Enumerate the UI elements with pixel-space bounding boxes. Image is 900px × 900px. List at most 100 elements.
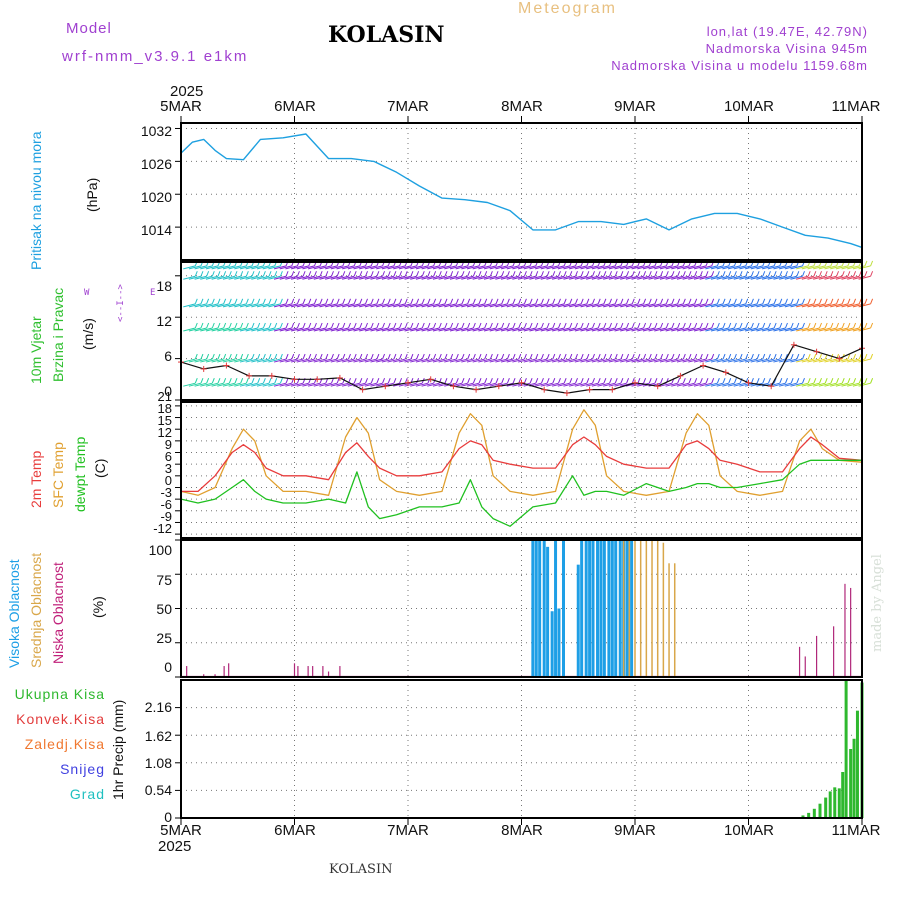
wind-barb <box>461 327 474 332</box>
wind-barb <box>801 327 814 332</box>
wind-barb <box>671 358 684 363</box>
wind-barb <box>415 275 429 280</box>
wind-barb-feather <box>240 353 244 360</box>
wind-barb <box>438 358 451 363</box>
wind-barb-feather <box>785 353 788 360</box>
wind-barb-feather <box>819 298 822 305</box>
wind-barb <box>489 275 502 280</box>
cloud-tick-75: 75 <box>156 572 172 588</box>
low-cloud-bar <box>844 583 846 677</box>
wind-barb <box>466 382 480 387</box>
wind-barb <box>336 265 349 270</box>
wind-barb <box>211 303 224 308</box>
wind-barb-feather <box>336 322 340 329</box>
wind-barb <box>410 275 423 280</box>
wind-barb-feather <box>410 322 414 329</box>
wind-barb <box>262 265 275 270</box>
mid-cloud-bar <box>622 540 625 677</box>
wind-barb-feather <box>506 322 510 329</box>
low-cloud-bar <box>339 666 341 677</box>
wind-barb-feather <box>580 353 584 360</box>
wind-barb <box>580 303 593 308</box>
wind-barb-feather <box>353 353 357 360</box>
wind-barb <box>750 275 763 280</box>
wind-barb-feather <box>410 298 414 305</box>
wind-barb <box>761 265 775 270</box>
wind-barb <box>307 303 321 308</box>
wind-barb-feather <box>802 271 805 277</box>
wind-barb <box>801 303 814 308</box>
wind-barb-feather <box>285 271 289 277</box>
bottom-date-7: 7MAR <box>387 822 429 839</box>
wind-barb <box>534 382 548 387</box>
wind-barb <box>540 327 553 332</box>
wind-barb-feather <box>450 271 454 277</box>
wind-barb <box>222 275 236 280</box>
wind-barb-feather <box>342 353 346 360</box>
wind-barb <box>285 303 298 308</box>
wind-barb <box>818 358 831 363</box>
wind-barb <box>682 382 695 387</box>
wind-barb-feather <box>841 322 845 329</box>
wind-barb-feather <box>444 322 448 329</box>
wind-barb <box>614 303 627 308</box>
wind-barb-feather <box>410 271 414 277</box>
wind-barb-feather <box>620 271 624 277</box>
wind-barb <box>256 327 270 332</box>
wind-barb <box>648 265 661 270</box>
wind-barb <box>637 327 650 332</box>
wind-barb-feather <box>597 378 601 384</box>
wind-barb-feather <box>733 353 737 360</box>
wind-barb <box>574 382 587 387</box>
wind-barb-feather <box>444 353 448 360</box>
wind-barb-feather <box>262 322 266 329</box>
wind-barb <box>858 265 871 270</box>
wind-barb <box>563 382 576 387</box>
wind-barb <box>750 327 763 332</box>
wind-barb-feather <box>722 322 726 329</box>
pressure-unit: (hPa) <box>84 177 100 212</box>
high-cloud-bar <box>542 540 546 677</box>
wind-barb <box>807 303 820 308</box>
wind-barb-feather <box>472 271 476 277</box>
wind-barb-feather <box>648 322 652 329</box>
wind-barb <box>534 327 548 332</box>
high-cloud-bar <box>576 564 580 677</box>
wind-barb-feather <box>268 322 272 329</box>
wind-barb <box>835 358 849 363</box>
wind-barb-feather <box>421 271 425 277</box>
wind-barb <box>336 382 349 387</box>
wind-barb <box>586 382 599 387</box>
wind-barb <box>767 303 780 308</box>
wind-barb <box>444 303 457 308</box>
wind-barb <box>654 303 667 308</box>
wind-barb-feather <box>268 271 272 277</box>
wind-barb <box>727 327 741 332</box>
wind-barb-feather <box>722 298 726 305</box>
wind-barb <box>574 327 587 332</box>
wind-barb <box>512 275 525 280</box>
wind-barb <box>188 358 202 363</box>
wind-barb <box>830 275 843 280</box>
wind-barb-feather <box>279 322 283 329</box>
wind-barb-feather <box>671 298 675 305</box>
wind-barb <box>370 275 383 280</box>
wind-barb <box>705 382 718 387</box>
wind-barb <box>285 327 298 332</box>
wind-barb-feather <box>268 353 272 360</box>
wind-barb-feather <box>535 378 539 384</box>
wind-barb <box>557 303 570 308</box>
temp-tick-0: 0 <box>164 473 172 488</box>
wind-barb <box>796 265 809 270</box>
wind-barb-feather <box>365 378 368 384</box>
wind-barb-feather <box>506 298 510 305</box>
wind-barb <box>620 275 633 280</box>
wind-barb <box>858 275 871 280</box>
wind-barb <box>705 303 718 308</box>
wind-barb-feather <box>331 378 334 384</box>
wind-barb-feather <box>807 322 811 329</box>
wind-barb-feather <box>217 298 221 305</box>
wind-barb <box>750 265 763 270</box>
wind-barb <box>290 327 304 332</box>
wind-barb <box>517 358 531 363</box>
